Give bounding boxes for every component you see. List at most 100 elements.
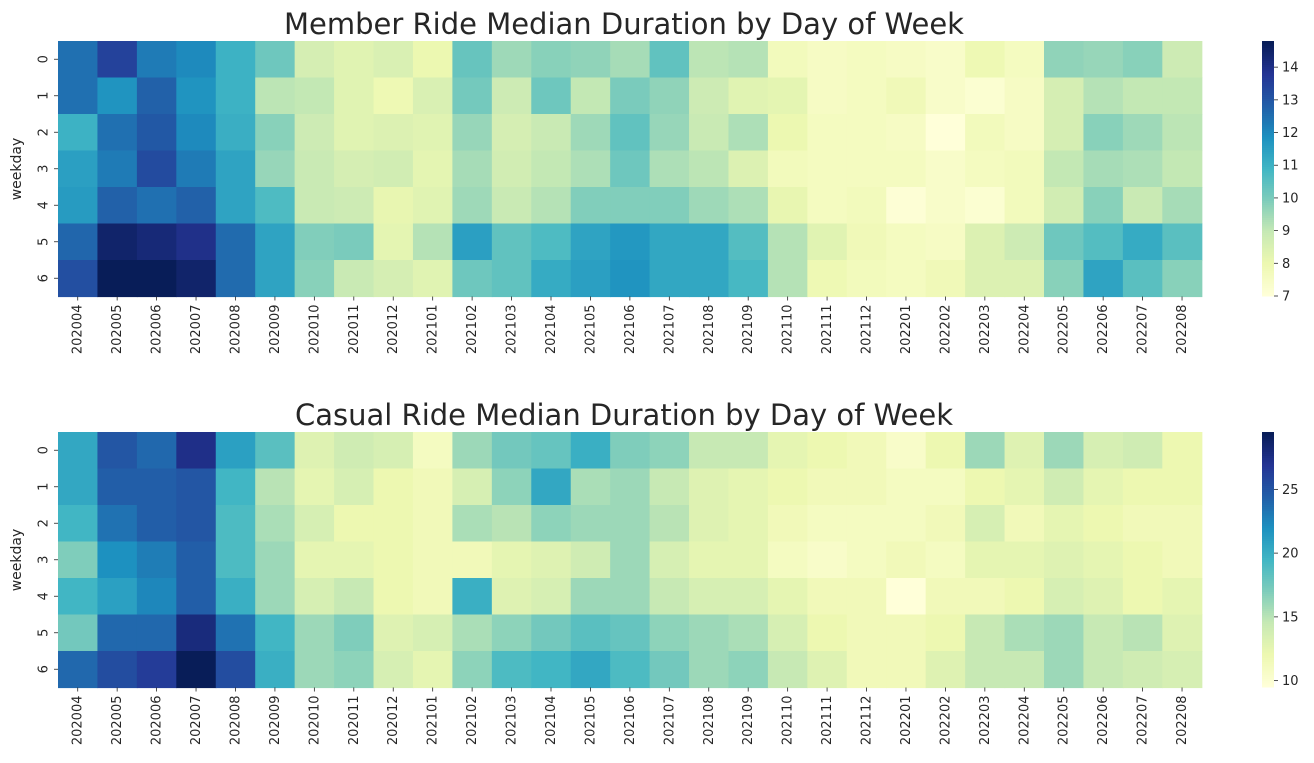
heatmap-cell	[886, 468, 927, 506]
heatmap-cell	[767, 432, 808, 470]
heatmap-cell	[649, 150, 690, 188]
heatmap-cell	[728, 614, 769, 652]
heatmap-cell	[491, 77, 532, 115]
colorbar-step	[1262, 98, 1274, 102]
heatmap-cell	[846, 505, 887, 543]
colorbar-step	[1262, 68, 1274, 72]
colorbar-step	[1262, 179, 1274, 182]
heatmap-cell	[412, 41, 453, 79]
y-tick-label: 5	[37, 238, 52, 246]
heatmap-cell	[965, 41, 1006, 79]
heatmap-cell	[767, 150, 808, 188]
colorbar-step	[1262, 478, 1274, 482]
colorbar-step	[1262, 172, 1274, 176]
heatmap-cell	[491, 651, 532, 689]
heatmap-cell	[334, 187, 375, 225]
colorbar-step	[1262, 544, 1274, 548]
heatmap-cell	[965, 578, 1006, 616]
heatmap-cell	[965, 223, 1006, 261]
heatmap-cell	[255, 505, 296, 543]
heatmap-cell	[334, 41, 375, 79]
heatmap-cell	[1004, 651, 1045, 689]
heatmap-cell	[215, 187, 256, 225]
heatmap-cell	[531, 187, 572, 225]
y-tick-label: 4	[37, 201, 52, 209]
heatmap-cell	[373, 187, 414, 225]
x-tick-label: 202204	[1017, 696, 1032, 746]
heatmap-cell	[689, 578, 730, 616]
heatmap-cell	[1044, 223, 1085, 261]
colorbar-step	[1262, 43, 1274, 46]
heatmap-cell	[531, 432, 572, 470]
colorbar-step	[1262, 238, 1274, 242]
x-tick-label: 202104	[544, 305, 559, 355]
heatmap-cell	[136, 468, 177, 506]
colorbar-step	[1262, 434, 1274, 437]
colorbar-step	[1262, 204, 1274, 208]
heatmap-cell	[610, 651, 651, 689]
heatmap-cell	[767, 260, 808, 298]
heatmap-cell	[846, 260, 887, 298]
colorbar-step	[1262, 470, 1274, 473]
heatmap-cell	[846, 614, 887, 652]
colorbar-step	[1262, 191, 1274, 195]
colorbar-step	[1262, 483, 1274, 486]
x-tick-label: 202112	[860, 305, 875, 355]
heatmap-cell	[610, 541, 651, 579]
heatmap-cell	[334, 150, 375, 188]
heatmap-cell	[255, 150, 296, 188]
heatmap-cell	[1004, 541, 1045, 579]
colorbar-step	[1262, 657, 1274, 660]
heatmap-cell	[136, 614, 177, 652]
heatmap-cell	[846, 77, 887, 115]
heatmap-cell	[531, 223, 572, 261]
heatmap-cell	[255, 432, 296, 470]
colorbar-step	[1262, 55, 1274, 59]
heatmap-cell	[925, 77, 966, 115]
colorbar-step	[1262, 432, 1274, 435]
heatmap-cell	[689, 541, 730, 579]
colorbar-step	[1262, 504, 1274, 507]
colorbar-step	[1262, 555, 1274, 558]
heatmap-cell	[807, 260, 848, 298]
heatmap-cell	[846, 651, 887, 689]
colorbar-step	[1262, 100, 1274, 104]
heatmap-cell	[1004, 41, 1045, 79]
heatmap-cell	[689, 505, 730, 543]
heatmap-cell	[610, 150, 651, 188]
heatmap-cell	[610, 223, 651, 261]
heatmap-cell	[767, 541, 808, 579]
colorbar-step	[1262, 551, 1274, 554]
colorbar-step	[1262, 145, 1274, 148]
heatmap-cell	[610, 505, 651, 543]
x-tick-label: 202010	[307, 696, 322, 746]
colorbar-step	[1262, 236, 1274, 240]
colorbar-step	[1262, 582, 1274, 586]
colorbar-step	[1262, 667, 1274, 671]
x-tick-label: 202107	[662, 696, 677, 746]
colorbar-step	[1262, 563, 1274, 567]
colorbar-step	[1262, 183, 1274, 187]
colorbar-step	[1262, 66, 1274, 70]
colorbar-step	[1262, 640, 1274, 643]
heatmap-cell	[767, 187, 808, 225]
colorbar-step	[1262, 77, 1274, 80]
colorbar-step	[1262, 102, 1274, 106]
colorbar-step	[1262, 219, 1274, 223]
member-colorbar: 7 8 9 10 11 12 13 14	[1262, 41, 1299, 305]
colorbar-step	[1262, 644, 1274, 648]
heatmap-cell	[807, 77, 848, 115]
colorbar-step	[1262, 225, 1274, 229]
colorbar-step	[1262, 123, 1274, 127]
heatmap-cell	[136, 223, 177, 261]
colorbar-step	[1262, 453, 1274, 456]
x-tick-label: 202205	[1057, 696, 1072, 746]
x-tick-label: 202007	[189, 696, 204, 746]
member-chart-title: Member Ride Median Duration by Day of We…	[284, 7, 964, 41]
heatmap-cell	[255, 651, 296, 689]
heatmap-cell	[649, 614, 690, 652]
heatmap-cell	[925, 651, 966, 689]
heatmap-cell	[255, 223, 296, 261]
heatmap-cell	[215, 541, 256, 579]
heatmap-cell	[452, 150, 493, 188]
